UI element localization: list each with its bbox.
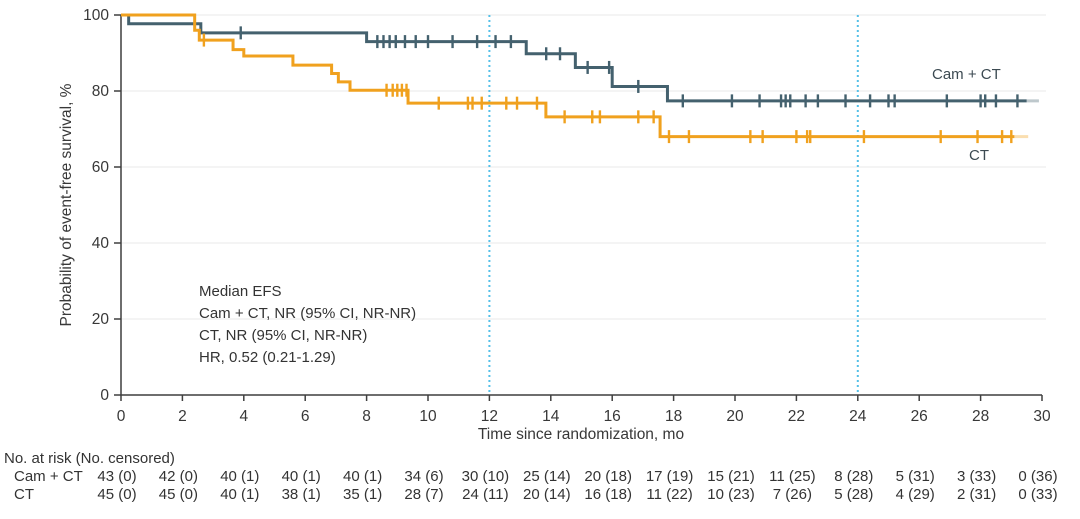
x-tick-label-2: 2	[178, 408, 187, 425]
annotation-line-4: HR, 0.52 (0.21-1.29)	[199, 349, 336, 366]
risk-cell: 35 (1)	[343, 486, 383, 503]
y-tick-label-60: 60	[92, 159, 110, 176]
y-tick-label-80: 80	[92, 83, 110, 100]
risk-cell: 5 (31)	[895, 468, 935, 485]
risk-cell: 40 (1)	[220, 468, 260, 485]
x-tick-label-24: 24	[849, 408, 867, 425]
risk-cell: 43 (0)	[97, 468, 137, 485]
risk-cell: 10 (23)	[707, 486, 755, 503]
risk-cell: 2 (31)	[957, 486, 997, 503]
x-tick-label-6: 6	[301, 408, 310, 425]
risk-cell: 15 (21)	[707, 468, 755, 485]
km-curve-cam-ct	[121, 13, 1027, 103]
x-tick-label-4: 4	[239, 408, 248, 425]
risk-cell: 0 (33)	[1018, 486, 1058, 503]
risk-cell: 42 (0)	[158, 468, 198, 485]
annotation-line-3: CT, NR (95% CI, NR-NR)	[199, 327, 368, 344]
risk-cell: 8 (28)	[834, 468, 874, 485]
y-tick-label-100: 100	[83, 7, 109, 24]
risk-cell: 16 (18)	[584, 486, 632, 503]
risk-cell: 40 (1)	[220, 486, 260, 503]
x-tick-label-14: 14	[542, 408, 560, 425]
risk-cell: 3 (33)	[957, 468, 997, 485]
x-tick-label-16: 16	[604, 408, 621, 425]
km-curve-ct	[121, 13, 1015, 139]
x-tick-label-12: 12	[481, 408, 498, 425]
x-tick-label-8: 8	[362, 408, 371, 425]
x-tick-label-20: 20	[726, 408, 744, 425]
risk-cell: 17 (19)	[645, 468, 694, 485]
y-tick-label-40: 40	[92, 235, 110, 252]
risk-cell: 30 (10)	[461, 468, 510, 485]
risk-row-label-ct: CT	[14, 486, 34, 503]
y-axis-title: Probability of event-free survival, %	[58, 83, 75, 327]
y-tick-label-0: 0	[100, 387, 109, 404]
risk-cell: 40 (1)	[281, 468, 321, 485]
x-tick-label-18: 18	[665, 408, 682, 425]
risk-cell: 7 (26)	[772, 486, 812, 503]
risk-cell: 5 (28)	[834, 486, 874, 503]
risk-cell: 11 (22)	[646, 486, 693, 503]
risk-cell: 20 (14)	[523, 486, 571, 503]
annotation-line-2: Cam + CT, NR (95% CI, NR-NR)	[199, 305, 417, 322]
x-tick-label-22: 22	[788, 408, 805, 425]
risk-cell: 11 (25)	[769, 468, 816, 485]
risk-cell: 25 (14)	[523, 468, 571, 485]
risk-cell: 4 (29)	[895, 486, 935, 503]
risk-cell: 0 (36)	[1018, 468, 1058, 485]
risk-cell: 28 (7)	[404, 486, 444, 503]
x-axis-title: Time since randomization, mo	[477, 426, 685, 443]
risk-cell: 24 (11)	[462, 486, 509, 503]
x-tick-label-10: 10	[419, 408, 437, 425]
median-efs-annotation: Median EFS Cam + CT, NR (95% CI, NR-NR) …	[199, 281, 416, 369]
risk-cell: 45 (0)	[97, 486, 137, 503]
x-tick-label-28: 28	[972, 408, 989, 425]
risk-cell: 38 (1)	[281, 486, 321, 503]
annotation-line-1: Median EFS	[199, 283, 282, 300]
series-label-ct: CT	[969, 147, 989, 164]
risk-cell: 34 (6)	[404, 468, 444, 485]
x-tick-label-0: 0	[117, 408, 126, 425]
x-tick-label-30: 30	[1033, 408, 1051, 425]
risk-table-title: No. at risk (No. censored)	[4, 450, 175, 467]
risk-cell: 20 (18)	[584, 468, 632, 485]
x-tick-label-26: 26	[911, 408, 928, 425]
series-label-cam-ct: Cam + CT	[932, 66, 1001, 83]
y-tick-label-20: 20	[92, 311, 110, 328]
risk-row-label-cam-ct: Cam + CT	[14, 468, 83, 485]
risk-cell: 40 (1)	[343, 468, 383, 485]
risk-cell: 45 (0)	[158, 486, 198, 503]
